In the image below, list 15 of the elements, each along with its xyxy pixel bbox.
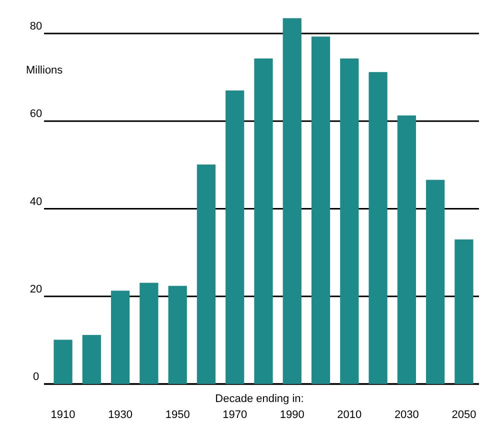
x-tick-label: 1930 — [108, 409, 133, 421]
y-tick-label: 20 — [30, 283, 42, 296]
x-tick-label: 2030 — [394, 409, 419, 421]
y-tick-label: 40 — [30, 196, 42, 208]
y-tick-label: 80 — [30, 20, 42, 33]
y-tick-label: 0 — [32, 371, 40, 383]
x-tick-label: 2050 — [452, 409, 476, 421]
x-tick-label: 1910 — [50, 409, 76, 421]
x-tick-label: 2010 — [337, 409, 362, 421]
x-tick-label: 1990 — [280, 409, 304, 421]
y-tick-label: 60 — [30, 108, 42, 120]
y-axis-title: Millions — [26, 64, 64, 77]
x-axis-title: Decade ending in: — [215, 393, 304, 405]
x-tick-label: 1950 — [165, 409, 190, 421]
x-tick-label: 1970 — [222, 409, 248, 421]
